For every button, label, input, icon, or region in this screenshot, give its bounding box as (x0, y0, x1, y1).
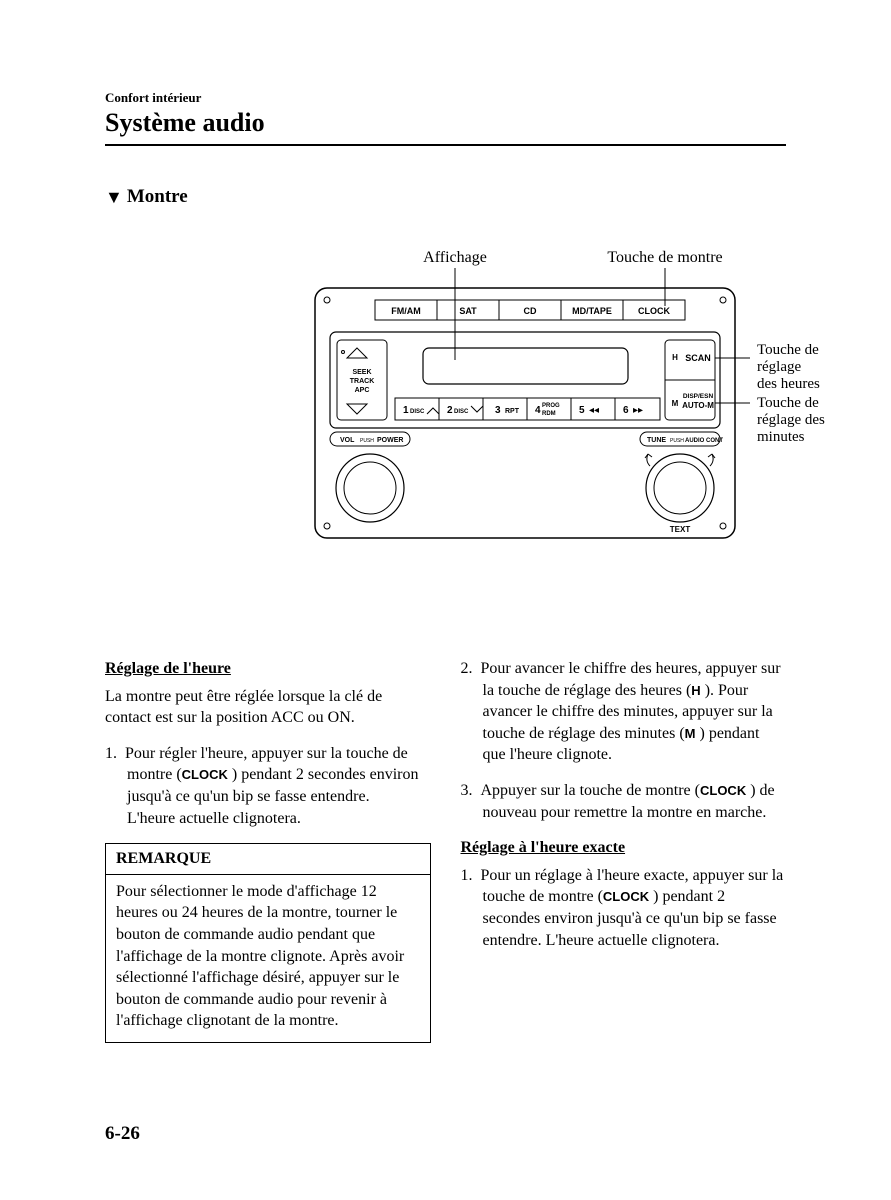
radio-diagram: Affichage Touche de montre FM/AM SAT CD … (205, 248, 885, 588)
kw-clock: CLOCK (182, 767, 228, 782)
btn-apc: APC (355, 387, 370, 394)
svg-text:PROG: PROG (542, 403, 560, 409)
kw-m: M (685, 726, 696, 741)
svg-text:PUSH: PUSH (360, 438, 374, 444)
label-minutes-3: minutes (757, 429, 805, 445)
btn-mdtape: MD/TAPE (572, 306, 612, 316)
svg-text:1: 1 (403, 405, 409, 416)
btn-sat: SAT (459, 306, 477, 316)
svg-text:TEXT: TEXT (670, 525, 691, 534)
label-heures-3: des heures (757, 376, 820, 392)
svg-text:TUNE: TUNE (647, 437, 666, 444)
svg-text:POWER: POWER (377, 437, 403, 444)
svg-text:VOL: VOL (340, 437, 355, 444)
subsection-title: Montre (127, 186, 188, 208)
note-body: Pour sélectionner le mode d'affichage 12… (106, 875, 430, 1042)
left-step-1: 1. Pour régler l'heure, appuyer sur la t… (105, 743, 431, 829)
note-heading: REMARQUE (106, 844, 430, 875)
breadcrumb: Confort intérieur (105, 90, 786, 106)
svg-text:DISC: DISC (410, 409, 425, 415)
svg-text:DISC: DISC (454, 409, 469, 415)
svg-text:AUDIO CONT: AUDIO CONT (685, 438, 723, 444)
label-heures-2: réglage (757, 359, 801, 375)
btn-fmam: FM/AM (391, 306, 421, 316)
page-number: 6-26 (105, 1123, 140, 1145)
btn-cd: CD (524, 306, 537, 316)
heading-reglage-heure: Réglage de l'heure (105, 658, 431, 680)
label-heures-1: Touche de (757, 342, 819, 358)
page-header: Confort intérieur Système audio (105, 90, 786, 146)
svg-text:6: 6 (623, 405, 629, 416)
btn-clock: CLOCK (638, 306, 670, 316)
svg-text:RPT: RPT (505, 408, 520, 415)
right-step-1b: 1. Pour un réglage à l'heure exacte, app… (461, 865, 787, 951)
scan-h: H (672, 353, 678, 362)
btn-scan: SCAN (685, 353, 711, 363)
subsection-heading: ▼ Montre (105, 186, 786, 208)
btn-dispesn: DISP/ESN (683, 393, 714, 400)
btn-seek: SEEK (352, 369, 371, 376)
right-step-3: 3. Appuyer sur la touche de montre (CLOC… (461, 780, 787, 823)
right-column: 2. Pour avancer le chiffre des heures, a… (461, 658, 787, 1043)
heading-reglage-exacte: Réglage à l'heure exacte (461, 837, 787, 859)
kw-clock-2: CLOCK (700, 783, 746, 798)
left-column: Réglage de l'heure La montre peut être r… (105, 658, 431, 1043)
svg-text:RDM: RDM (542, 411, 556, 417)
label-minutes-2: réglage des (757, 412, 825, 428)
svg-text:2: 2 (447, 405, 453, 416)
kw-clock-3: CLOCK (603, 889, 649, 904)
intro-para: La montre peut être réglée lorsque la cl… (105, 686, 431, 729)
kw-h: H (691, 683, 700, 698)
autom-m: M (672, 399, 679, 408)
content-columns: Réglage de l'heure La montre peut être r… (105, 658, 786, 1043)
svg-text:3: 3 (495, 405, 501, 416)
label-touche-montre: Touche de montre (607, 249, 722, 266)
btn-track: TRACK (350, 378, 375, 385)
svg-text:PUSH: PUSH (670, 438, 684, 444)
svg-text:4: 4 (535, 405, 541, 416)
svg-text:5: 5 (579, 405, 585, 416)
svg-text:▸▸: ▸▸ (633, 405, 643, 416)
triangle-icon: ▼ (105, 187, 123, 208)
btn-autom: AUTO-M (682, 401, 714, 410)
label-minutes-1: Touche de (757, 395, 819, 411)
right-step-2: 2. Pour avancer le chiffre des heures, a… (461, 658, 787, 766)
label-affichage: Affichage (423, 249, 487, 266)
svg-text:◂◂: ◂◂ (589, 405, 599, 416)
note-box: REMARQUE Pour sélectionner le mode d'aff… (105, 843, 431, 1043)
page-title: Système audio (105, 108, 786, 138)
